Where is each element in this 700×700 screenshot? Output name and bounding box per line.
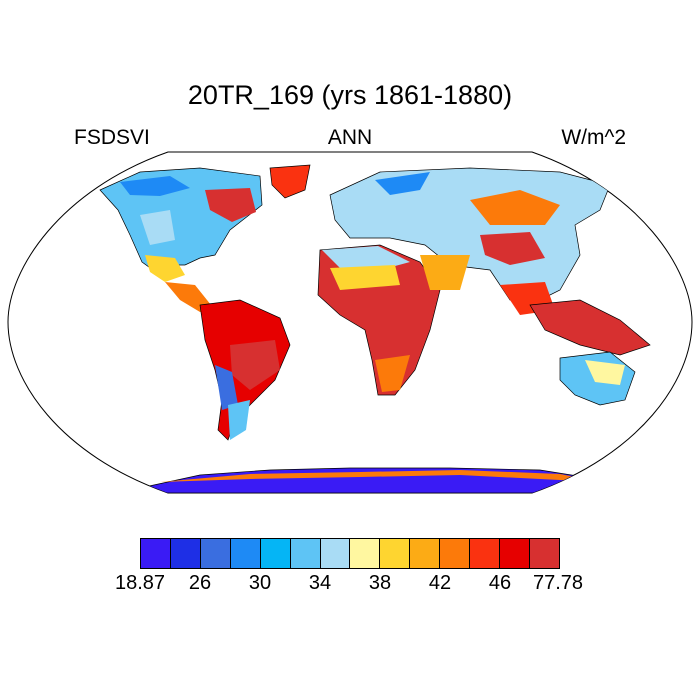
colorbar-label: 38: [368, 572, 392, 594]
colorbar-swatch: [500, 539, 530, 568]
colorbar-swatch: [230, 539, 261, 568]
se-asia: [529, 299, 651, 356]
colorbar-label: 77.78: [532, 572, 584, 594]
variable-label: FSDSVI: [74, 126, 150, 149]
colorbar-label: 18.87: [114, 572, 166, 594]
colorbar-swatch: [440, 539, 471, 568]
colorbar-boxes: [140, 538, 560, 569]
colorbar-swatch: [380, 539, 411, 568]
colorbar-swatch: [320, 539, 351, 568]
season-label: ANN: [327, 126, 373, 149]
colorbar: [140, 538, 560, 569]
colorbar-swatch: [290, 539, 321, 568]
colorbar-swatch: [470, 539, 501, 568]
colorbar-swatch: [170, 539, 201, 568]
colorbar-label: 42: [428, 572, 452, 594]
colorbar-swatch: [529, 539, 559, 568]
colorbar-label: 34: [308, 572, 332, 594]
colorbar-label: 30: [248, 572, 272, 594]
colorbar-swatch: [141, 539, 171, 568]
units-label: W/m^2: [561, 126, 626, 149]
greenland: [269, 164, 311, 199]
colorbar-swatch: [350, 539, 381, 568]
colorbar-swatch: [260, 539, 291, 568]
colorbar-swatch: [200, 539, 231, 568]
map-title: 20TR_169 (yrs 1861-1880): [187, 80, 513, 110]
colorbar-label: 46: [488, 572, 512, 594]
colorbar-swatch: [410, 539, 441, 568]
colorbar-label: 26: [188, 572, 212, 594]
